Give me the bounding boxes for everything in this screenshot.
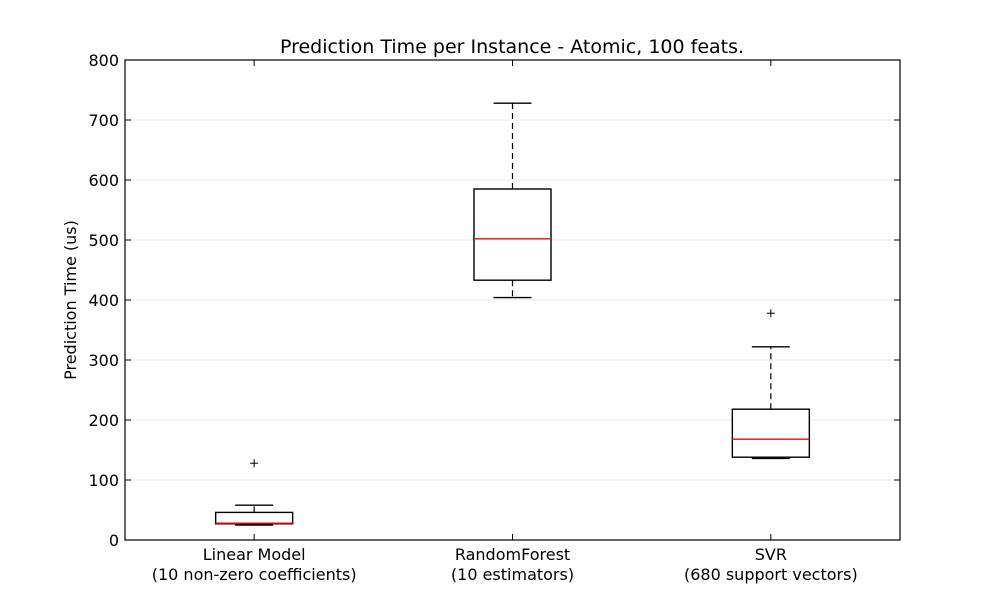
- box-group: [731, 309, 811, 460]
- x-axis-category-labels: Linear Model(10 non-zero coefficients) Ra…: [152, 545, 858, 584]
- box-iqr: [214, 511, 294, 525]
- y-tick-label: 700: [88, 111, 119, 130]
- y-tick-label: 200: [88, 411, 119, 430]
- y-axis-ticks: 0 100 200 300 400 500 600 700 800: [88, 51, 900, 550]
- y-tick-label: 300: [88, 351, 119, 370]
- y-tick-label: 800: [88, 51, 119, 70]
- x-category-label: RandomForest: [455, 545, 570, 564]
- y-tick-label: 400: [88, 291, 119, 310]
- x-category-sublabel: (10 estimators): [451, 565, 574, 584]
- chart-title: Prediction Time per Instance - Atomic, 1…: [280, 36, 744, 58]
- box-iqr: [473, 188, 552, 281]
- y-axis-title: Prediction Time (us): [61, 220, 80, 380]
- box-iqr: [731, 408, 811, 458]
- x-category-label: Linear Model: [203, 545, 306, 564]
- x-category-label: SVR: [755, 545, 787, 564]
- plot-area-frame: [124, 59, 901, 541]
- box-group: [214, 459, 294, 526]
- x-category-sublabel: (10 non-zero coefficients): [152, 565, 357, 584]
- y-tick-label: 600: [88, 171, 119, 190]
- y-tick-label: 100: [88, 471, 119, 490]
- box-group: [473, 102, 552, 299]
- x-category-sublabel: (680 support vectors): [684, 565, 858, 584]
- y-tick-label: 500: [88, 231, 119, 250]
- box-series: [214, 102, 811, 526]
- y-tick-label: 0: [109, 531, 119, 550]
